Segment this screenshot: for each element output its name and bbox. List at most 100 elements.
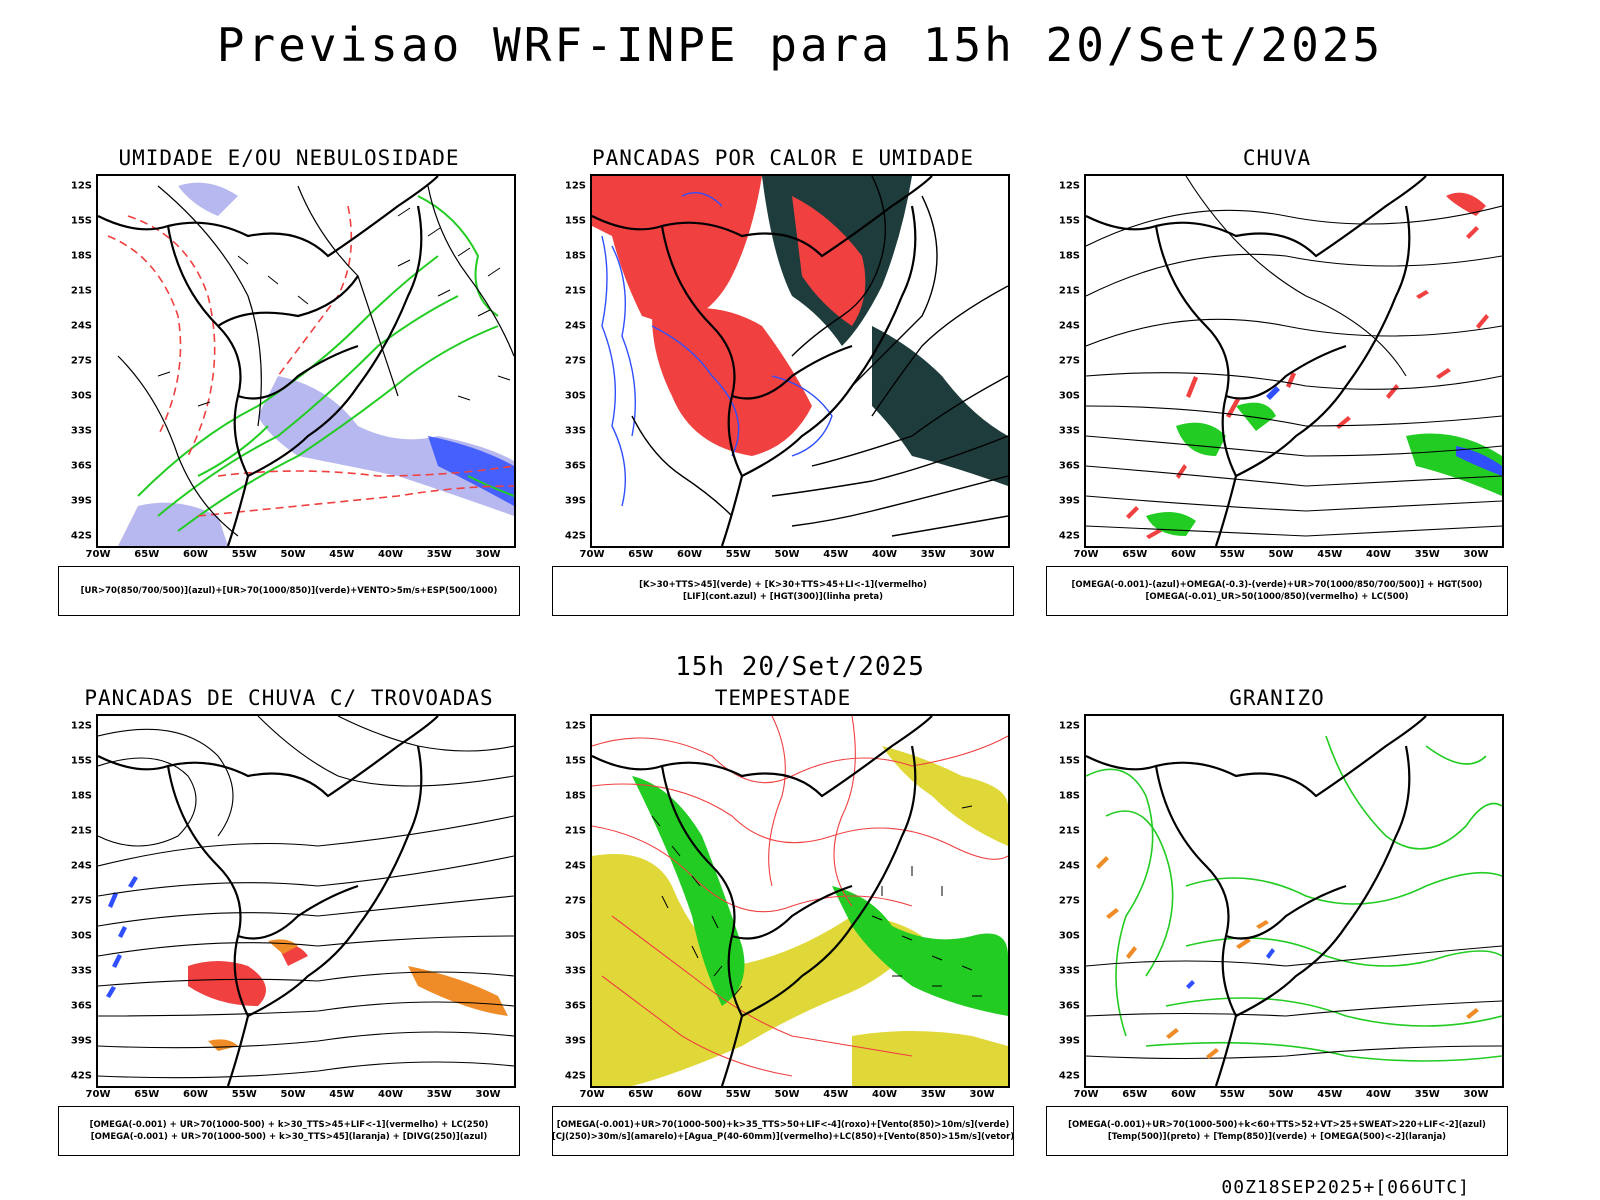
longitude-tick-label: 45W <box>1317 1089 1343 1100</box>
latitude-tick-label: 27S <box>70 895 92 907</box>
longitude-tick-label: 70W <box>1073 1089 1099 1100</box>
latitude-tick-label: 39S <box>70 495 92 507</box>
latitude-tick-label: 15S <box>1058 755 1080 767</box>
latitude-tick-label: 12S <box>1058 180 1080 192</box>
latitude-tick-label: 12S <box>70 720 92 732</box>
legend-line: [OMEGA(-0.001) + UR>70(1000-500) + k>30_… <box>89 1120 489 1130</box>
latitude-tick-label: 21S <box>70 285 92 297</box>
longitude-labels: 70W 65W 60W 55W 50W 45W 40W 35W 30W <box>86 1089 516 1103</box>
longitude-tick-label: 35W <box>426 549 452 560</box>
longitude-tick-label: 30W <box>475 549 501 560</box>
panel-trovoadas: PANCADAS DE CHUVA C/ TROVOADAS 12S 15S 18S… <box>54 686 524 1166</box>
longitude-tick-label: 35W <box>426 1089 452 1100</box>
panel-title: CHUVA <box>1242 146 1312 170</box>
latitude-labels: 12S 15S 18S 21S 24S 27S 30S 33S 36S 39S 42S <box>54 714 94 1088</box>
longitude-tick-label: 50W <box>280 1089 306 1100</box>
latitude-tick-label: 21S <box>564 825 586 837</box>
longitude-tick-label: 65W <box>1122 549 1148 560</box>
legend-line: [LIF](cont.azul) + [HGT(300)](linha pret… <box>682 592 884 602</box>
map-umidade <box>96 174 516 548</box>
longitude-tick-label: 30W <box>475 1089 501 1100</box>
latitude-tick-label: 12S <box>564 180 586 192</box>
latitude-tick-label: 36S <box>70 1000 92 1012</box>
latitude-tick-label: 30S <box>70 390 92 402</box>
longitude-tick-label: 55W <box>1219 549 1245 560</box>
map-pancadas-calor <box>590 174 1010 548</box>
longitude-tick-label: 35W <box>1414 549 1440 560</box>
longitude-labels: 70W 65W 60W 55W 50W 45W 40W 35W 30W <box>86 549 516 563</box>
longitude-tick-label: 45W <box>1317 549 1343 560</box>
legend-box: [UR>70(850/700/500)](azul)+[UR>70(1000/8… <box>58 566 520 616</box>
latitude-tick-label: 42S <box>564 1070 586 1082</box>
map-chuva <box>1084 174 1504 548</box>
latitude-tick-label: 15S <box>564 215 586 227</box>
latitude-tick-label: 15S <box>70 755 92 767</box>
latitude-tick-label: 39S <box>1058 1035 1080 1047</box>
longitude-tick-label: 30W <box>969 1089 995 1100</box>
latitude-labels: 12S 15S 18S 21S 24S 27S 30S 33S 36S 39S 42S <box>548 714 588 1088</box>
map-granizo <box>1084 714 1504 1088</box>
latitude-tick-label: 24S <box>1058 320 1080 332</box>
latitude-tick-label: 18S <box>70 790 92 802</box>
longitude-tick-label: 65W <box>628 1089 654 1100</box>
latitude-tick-label: 12S <box>1058 720 1080 732</box>
latitude-tick-label: 33S <box>70 965 92 977</box>
latitude-tick-label: 36S <box>564 1000 586 1012</box>
longitude-tick-label: 65W <box>134 549 160 560</box>
panel-title: UMIDADE E/OU NEBULOSIDADE <box>118 146 460 170</box>
latitude-labels: 12S 15S 18S 21S 24S 27S 30S 33S 36S 39S 42S <box>1042 174 1082 548</box>
latitude-tick-label: 21S <box>70 825 92 837</box>
longitude-tick-label: 60W <box>183 1089 208 1100</box>
latitude-tick-label: 27S <box>1058 895 1080 907</box>
latitude-tick-label: 36S <box>70 460 92 472</box>
longitude-tick-label: 30W <box>1463 549 1489 560</box>
longitude-labels: 70W 65W 60W 55W 50W 45W 40W 35W 30W <box>580 1089 1010 1103</box>
longitude-tick-label: 30W <box>1463 1089 1489 1100</box>
longitude-tick-label: 30W <box>969 549 995 560</box>
legend-box: [OMEGA(-0.001)+UR>70(1000-500)+k<60+TTS>… <box>1046 1106 1508 1156</box>
latitude-tick-label: 12S <box>70 180 92 192</box>
latitude-tick-label: 27S <box>564 355 586 367</box>
longitude-tick-label: 70W <box>85 1089 111 1100</box>
map-tempestade <box>590 714 1010 1088</box>
longitude-labels: 70W 65W 60W 55W 50W 45W 40W 35W 30W <box>580 549 1010 563</box>
latitude-labels: 12S 15S 18S 21S 24S 27S 30S 33S 36S 39S 42S <box>54 174 94 548</box>
longitude-tick-label: 60W <box>677 1089 702 1100</box>
longitude-tick-label: 35W <box>1414 1089 1440 1100</box>
panel-title: PANCADAS POR CALOR E UMIDADE <box>591 146 974 170</box>
latitude-tick-label: 18S <box>1058 250 1080 262</box>
longitude-tick-label: 45W <box>329 1089 355 1100</box>
longitude-tick-label: 50W <box>1268 549 1294 560</box>
panel-pancadas-calor: PANCADAS POR CALOR E UMIDADE 12S 15S 18S 21… <box>548 146 1018 626</box>
longitude-tick-label: 45W <box>329 549 355 560</box>
longitude-tick-label: 55W <box>231 549 257 560</box>
longitude-tick-label: 65W <box>134 1089 160 1100</box>
latitude-tick-label: 18S <box>1058 790 1080 802</box>
longitude-tick-label: 50W <box>774 1089 800 1100</box>
latitude-tick-label: 39S <box>564 1035 586 1047</box>
longitude-tick-label: 40W <box>378 1089 403 1100</box>
longitude-labels: 70W 65W 60W 55W 50W 45W 40W 35W 30W <box>1074 1089 1504 1103</box>
latitude-tick-label: 33S <box>1058 965 1080 977</box>
latitude-tick-label: 39S <box>564 495 586 507</box>
map-trovoadas <box>96 714 516 1088</box>
latitude-tick-label: 30S <box>1058 930 1080 942</box>
latitude-tick-label: 42S <box>70 530 92 542</box>
panel-chuva: CHUVA 12S 15S 18S 21S 24S 27S 30S 33S 36S 39S 42S <box>1042 146 1512 626</box>
panel-tempestade: TEMPESTADE 12S 15S 18S 21S 24S 27S 30S 33S 36S 39… <box>548 686 1018 1166</box>
latitude-tick-label: 21S <box>1058 825 1080 837</box>
panel-umidade: UMIDADE E/OU NEBULOSIDADE 12S 15S 18S 21S 24… <box>54 146 524 626</box>
longitude-tick-label: 50W <box>280 549 306 560</box>
latitude-tick-label: 18S <box>564 250 586 262</box>
longitude-tick-label: 70W <box>579 549 605 560</box>
latitude-tick-label: 39S <box>1058 495 1080 507</box>
longitude-labels: 70W 65W 60W 55W 50W 45W 40W 35W 30W <box>1074 549 1504 563</box>
longitude-tick-label: 35W <box>920 1089 946 1100</box>
latitude-tick-label: 24S <box>70 860 92 872</box>
longitude-tick-label: 55W <box>725 549 751 560</box>
longitude-tick-label: 40W <box>378 549 403 560</box>
latitude-tick-label: 36S <box>564 460 586 472</box>
legend-box: [OMEGA(-0.001)+UR>70(1000-500)+k>35_TTS>… <box>552 1106 1014 1156</box>
legend-line: [OMEGA(-0.01)_UR>50(1000/850)(vermelho) … <box>1145 592 1409 602</box>
middle-title: 15h 20/Set/2025 <box>675 652 925 682</box>
